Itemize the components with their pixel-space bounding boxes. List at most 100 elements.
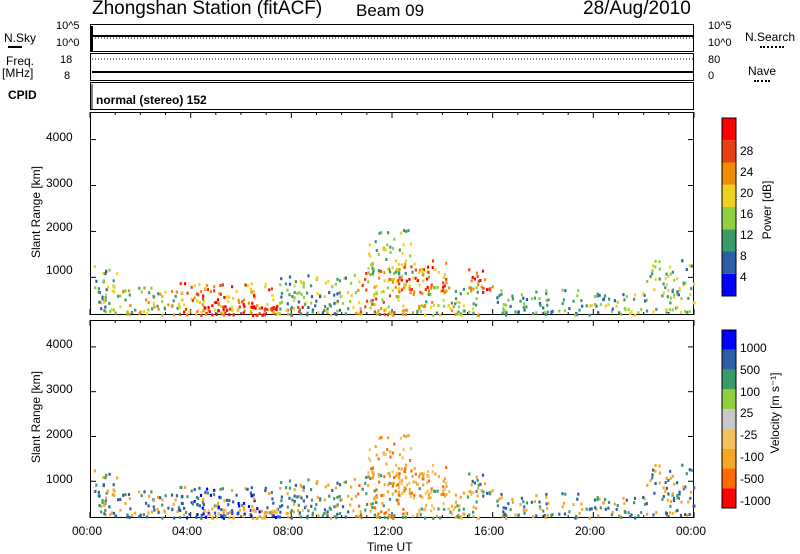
velocity-data-cell — [200, 517, 203, 521]
velocity-data-cell — [207, 509, 210, 513]
velocity-data-cell — [533, 500, 536, 504]
velocity-data-cell — [394, 474, 398, 478]
velocity-data-cell — [100, 510, 103, 514]
power-data-cell — [331, 285, 334, 289]
velocity-data-cell — [327, 483, 330, 487]
power-data-cell — [431, 266, 434, 270]
xtick-1600: 16:00 — [474, 524, 505, 538]
power-data-cell — [419, 290, 422, 294]
power-data-cell — [328, 303, 331, 307]
power-data-cell — [389, 251, 392, 254]
velocity-data-cell — [369, 509, 372, 513]
power-data-cell — [161, 313, 164, 317]
velocity-data-cell — [372, 474, 375, 477]
power-data-cell — [377, 252, 380, 256]
velocity-data-cell — [441, 492, 444, 496]
power-data-cell — [686, 310, 689, 314]
velocity-data-cell — [275, 511, 278, 515]
power-data-cell — [437, 304, 440, 308]
velocity-data-cell — [481, 473, 485, 477]
velocity-data-cell — [588, 507, 591, 511]
velocity-data-cell — [222, 508, 225, 512]
power-data-cell — [607, 303, 610, 307]
velocity-data-cell — [418, 475, 421, 479]
velocity-data-cell — [576, 497, 579, 501]
velocity-data-cell — [296, 495, 299, 499]
velocity-data-cell — [219, 496, 222, 500]
power-data-cell — [383, 279, 386, 283]
power-data-cell — [412, 276, 415, 280]
power-data-cell — [143, 286, 146, 290]
power-data-cell — [280, 277, 283, 281]
velocity-data-cell — [377, 512, 380, 516]
power-data-cell — [371, 262, 374, 266]
velocity-data-cell — [459, 495, 462, 499]
velocity-data-cell — [190, 501, 193, 505]
velocity-colorbar-segment — [722, 349, 736, 370]
power-data-cell — [146, 312, 149, 316]
power-data-cell — [676, 277, 679, 281]
power-data-cell — [172, 299, 175, 303]
power-data-cell — [384, 308, 387, 312]
velocity-data-cell — [408, 481, 411, 485]
velocity-data-cell — [383, 475, 386, 479]
power-data-cell — [316, 292, 319, 296]
power-data-cell — [429, 286, 433, 290]
power-data-cell — [104, 310, 107, 314]
power-data-cell — [93, 265, 96, 269]
velocity-data-cell — [98, 504, 101, 507]
velocity-data-cell — [371, 466, 374, 470]
power-data-cell — [397, 279, 400, 283]
power-data-cell — [388, 270, 392, 274]
power-data-cell — [563, 309, 567, 313]
velocity-data-cell — [429, 490, 433, 494]
velocity-data-cell — [456, 514, 459, 518]
velocity-data-cell — [374, 445, 377, 448]
velocity-data-cell — [442, 485, 445, 489]
velocity-data-cell — [208, 513, 211, 517]
power-data-cell — [157, 292, 160, 296]
velocity-data-cell — [340, 498, 343, 502]
power-data-cell — [671, 270, 674, 274]
velocity-data-cell — [333, 515, 336, 519]
velocity-data-cell — [409, 459, 412, 462]
power-data-cell — [678, 287, 681, 290]
power-data-cell — [392, 277, 395, 281]
power-data-cell — [97, 287, 100, 291]
station-title: Zhongshan Station (fitACF) — [92, 0, 323, 19]
power-data-cell — [191, 299, 194, 303]
velocity-data-cell — [682, 485, 685, 489]
power-data-cell — [546, 303, 549, 307]
velocity-data-cell — [466, 495, 470, 499]
power-data-cell — [462, 304, 465, 308]
velocity-data-cell — [273, 510, 276, 514]
velocity-data-cell — [228, 516, 231, 520]
power-data-cell — [213, 285, 216, 289]
velocity-data-cell — [456, 504, 459, 508]
velocity-data-cell — [445, 493, 448, 497]
nsky-legend-line — [8, 46, 22, 48]
power-data-cell — [432, 259, 435, 263]
power-data-cell — [213, 301, 216, 305]
velocity-data-cell — [414, 472, 417, 476]
velocity-data-cell — [252, 509, 255, 513]
power-data-cell — [522, 296, 525, 300]
power-data-cell — [327, 279, 330, 283]
power-data-cell — [667, 288, 670, 292]
velocity-data-cell — [546, 506, 549, 510]
velocity-data-cell — [256, 507, 259, 511]
power-data-cell — [629, 312, 632, 315]
power-data-cell — [377, 270, 380, 274]
velocity-data-cell — [186, 495, 189, 499]
velocity-data-cell — [198, 504, 201, 508]
power-data-cell — [578, 308, 581, 312]
velocity-data-cell — [190, 489, 193, 493]
power-data-cell — [195, 312, 198, 316]
velocity-data-cell — [483, 482, 487, 486]
power-data-cell — [400, 278, 403, 282]
velocity-data-cell — [272, 501, 275, 505]
velocity-data-cell — [672, 499, 676, 502]
power-data-cell — [326, 311, 329, 315]
velocity-data-cell — [365, 476, 368, 479]
velocity-data-cell — [395, 471, 399, 475]
